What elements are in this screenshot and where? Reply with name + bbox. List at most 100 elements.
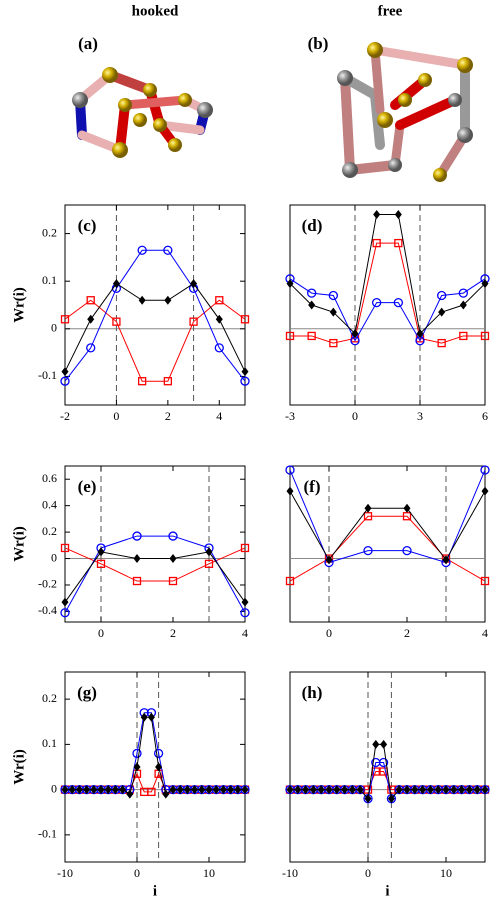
y-tick-label: 0 — [51, 550, 57, 564]
free-structure — [337, 42, 473, 182]
x-tick-label: 0 — [352, 409, 358, 423]
series-line — [64, 547, 246, 582]
plot-frame — [64, 204, 246, 406]
data-point — [403, 785, 411, 795]
data-point — [286, 785, 294, 795]
x-tick-label: 0 — [134, 866, 140, 880]
data-point — [60, 376, 70, 386]
data-point — [176, 785, 184, 795]
data-point — [480, 576, 490, 586]
data-point — [60, 543, 70, 553]
data-point — [204, 559, 214, 568]
data-point — [458, 288, 468, 298]
data-point — [285, 465, 295, 475]
data-point — [394, 210, 402, 220]
data-point — [356, 785, 364, 795]
data-point — [387, 794, 395, 804]
data-point — [147, 712, 155, 722]
data-point — [215, 314, 223, 324]
data-point — [212, 785, 220, 795]
series-line — [289, 278, 486, 342]
data-point — [402, 545, 412, 556]
data-point — [234, 785, 242, 795]
data-point — [473, 785, 481, 795]
data-point — [147, 787, 156, 797]
data-point — [61, 597, 69, 607]
y-tick-label: 0 — [51, 321, 57, 335]
data-point — [450, 785, 458, 795]
data-point — [162, 789, 170, 799]
y-tick-label: -0.1 — [38, 827, 57, 841]
data-point — [240, 543, 250, 553]
data-point — [168, 531, 178, 541]
data-point — [373, 210, 381, 220]
data-point — [83, 785, 91, 795]
column-title: free — [378, 3, 403, 19]
data-point — [307, 331, 316, 341]
data-point — [458, 785, 466, 795]
data-point — [214, 343, 224, 353]
data-point — [363, 545, 373, 556]
data-point — [61, 367, 69, 377]
y-tick-label: 0.1 — [42, 273, 57, 287]
x-tick-label: -2 — [60, 409, 70, 423]
data-point — [240, 376, 250, 386]
plot-frame — [289, 465, 486, 623]
data-point — [393, 297, 403, 308]
x-axis-label: i — [153, 883, 157, 899]
series-line — [64, 299, 246, 382]
data-point — [351, 329, 359, 339]
x-axis-label: i — [385, 883, 389, 899]
data-point — [465, 785, 473, 795]
series-line — [289, 469, 486, 564]
data-point — [198, 785, 206, 795]
data-point — [372, 238, 381, 248]
plot-frame — [289, 671, 486, 863]
x-tick-label: 2 — [165, 409, 171, 423]
data-point — [60, 315, 70, 324]
data-point — [241, 785, 249, 795]
data-point — [286, 279, 294, 289]
data-point — [364, 794, 372, 804]
data-point — [394, 238, 403, 248]
data-point — [437, 338, 446, 348]
series-line — [64, 535, 246, 613]
data-point — [240, 608, 250, 618]
data-point — [333, 785, 341, 795]
data-point — [219, 785, 227, 795]
data-point — [119, 785, 127, 795]
y-tick-label: 0 — [51, 781, 57, 795]
data-point — [240, 315, 250, 324]
data-point — [111, 785, 119, 795]
data-point — [61, 785, 69, 795]
data-point — [294, 785, 302, 795]
data-point — [328, 290, 338, 301]
x-tick-label: 4 — [242, 626, 248, 640]
y-tick-label: 0.2 — [42, 524, 57, 538]
x-tick-label: 4 — [482, 626, 488, 640]
data-point — [227, 785, 235, 795]
y-tick-label: -0.4 — [38, 603, 57, 617]
data-point — [215, 296, 224, 305]
data-point — [169, 785, 177, 795]
x-tick-label: -10 — [282, 866, 298, 880]
panel-label: (e) — [78, 477, 97, 496]
data-point — [132, 531, 142, 541]
data-point — [364, 503, 372, 513]
x-tick-label: 2 — [170, 626, 176, 640]
data-point — [169, 554, 177, 564]
data-point — [183, 785, 191, 795]
panel-label: (h) — [302, 683, 323, 702]
data-point — [163, 245, 173, 255]
data-point — [205, 547, 213, 557]
panel-label: (a) — [78, 34, 98, 53]
data-point — [329, 338, 338, 348]
data-point — [442, 555, 450, 565]
data-point — [132, 748, 142, 759]
data-point — [411, 785, 419, 795]
data-point — [426, 785, 434, 795]
data-point — [112, 317, 121, 326]
data-point — [438, 307, 446, 317]
data-point — [75, 785, 83, 795]
series-line — [290, 242, 485, 344]
